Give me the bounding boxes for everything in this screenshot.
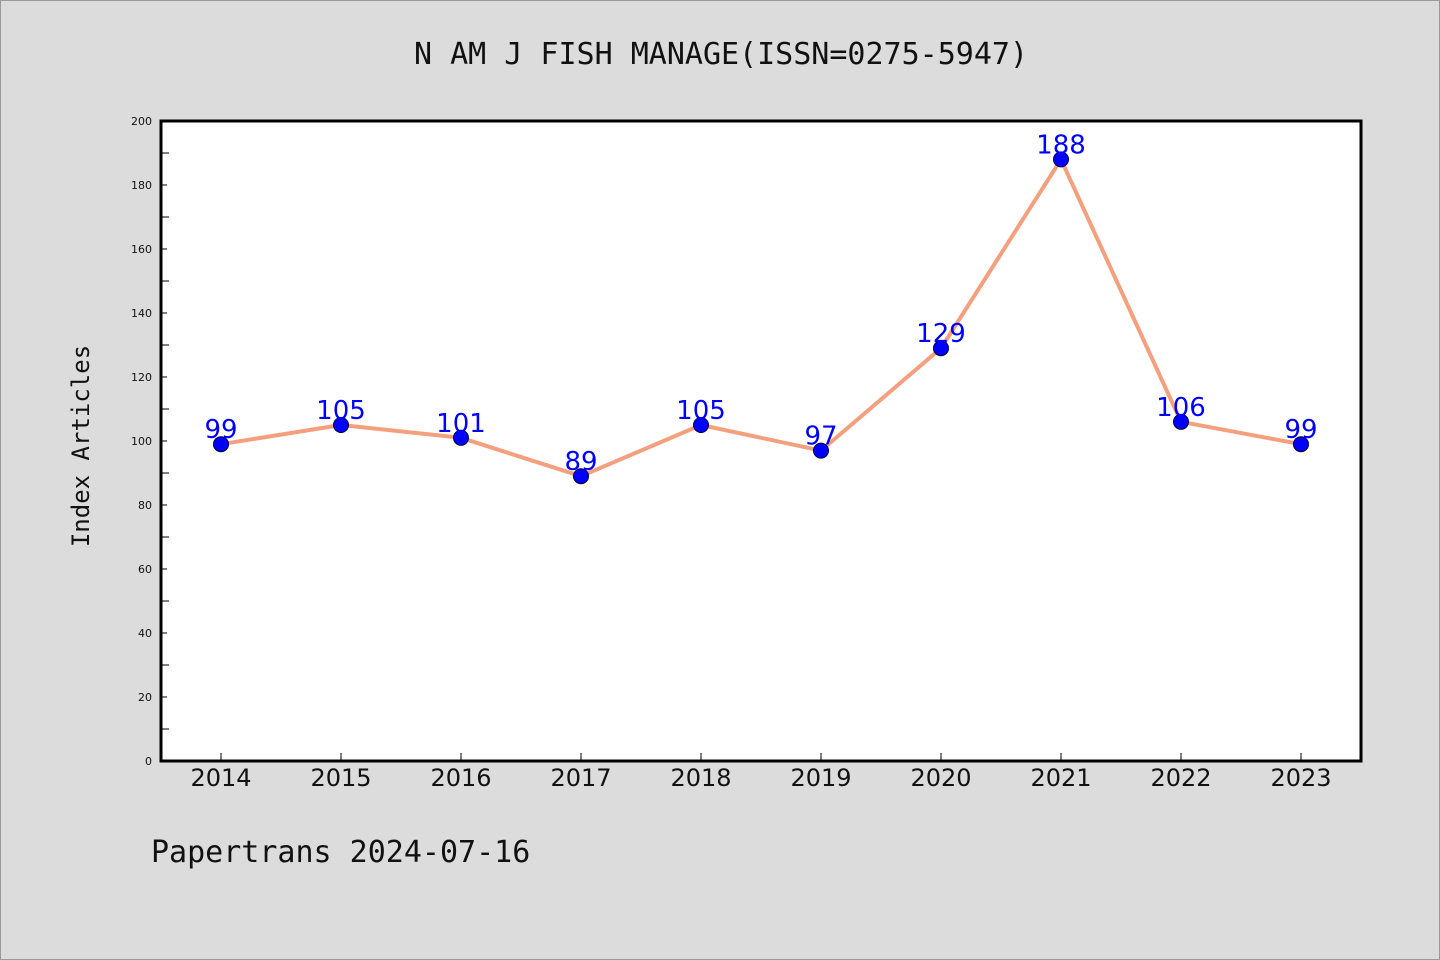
data-point bbox=[933, 340, 949, 357]
y-tick-label: 120 bbox=[131, 371, 152, 384]
data-point bbox=[333, 417, 349, 433]
y-tick-label: 180 bbox=[131, 179, 152, 192]
x-tick-label: 2014 bbox=[190, 764, 251, 792]
series-line bbox=[219, 157, 1303, 479]
data-point bbox=[693, 417, 709, 433]
x-tick-label: 2019 bbox=[790, 764, 851, 792]
data-point bbox=[1293, 436, 1309, 453]
data-point bbox=[813, 442, 829, 459]
data-label: 101 bbox=[436, 409, 486, 439]
y-tick-label: 160 bbox=[131, 243, 152, 256]
x-tick-label: 2022 bbox=[1150, 764, 1211, 792]
y-tick-label: 20 bbox=[138, 691, 152, 704]
plot-area bbox=[161, 121, 1361, 761]
data-label: 188 bbox=[1036, 130, 1086, 160]
y-tick-label: 60 bbox=[138, 563, 152, 576]
y-tick-label: 80 bbox=[138, 499, 152, 512]
series-line-group bbox=[219, 157, 1303, 479]
data-point bbox=[573, 468, 589, 485]
data-label: 89 bbox=[564, 447, 597, 477]
data-label: 105 bbox=[676, 396, 726, 426]
x-tick-label: 2018 bbox=[670, 764, 731, 792]
data-label: 97 bbox=[804, 422, 837, 452]
y-tick-label: 200 bbox=[131, 115, 152, 128]
y-tick-label: 40 bbox=[138, 627, 152, 640]
data-point bbox=[1173, 413, 1189, 430]
x-tick-label: 2023 bbox=[1270, 764, 1331, 792]
plot-frame bbox=[159, 119, 1363, 763]
y-tick-label: 140 bbox=[131, 307, 152, 320]
footer-note: Papertrans 2024-07-16 bbox=[151, 835, 531, 870]
data-point bbox=[213, 436, 229, 453]
x-tick-label: 2020 bbox=[910, 764, 971, 792]
data-label: 99 bbox=[204, 415, 237, 445]
data-labels: 99 105 101 89 105 97 129 188 106 99 bbox=[204, 130, 1317, 477]
data-label: 105 bbox=[316, 396, 366, 426]
x-tick-label: 2015 bbox=[310, 764, 371, 792]
data-point bbox=[1053, 151, 1069, 168]
chart-title: N AM J FISH MANAGE(ISSN=0275-5947) bbox=[413, 37, 1029, 72]
y-tick-label: 0 bbox=[145, 755, 152, 768]
x-tick-label: 2021 bbox=[1030, 764, 1091, 792]
x-tick-label: 2016 bbox=[430, 764, 491, 792]
data-label: 106 bbox=[1156, 393, 1206, 423]
y-axis-ticks: 0 20 40 60 80 100 120 140 160 180 200 bbox=[131, 115, 169, 768]
x-axis-ticks: 2014 2015 2016 2017 2018 2019 2020 2021 2022 2023 bbox=[190, 753, 1332, 792]
data-point bbox=[453, 429, 469, 446]
y-tick-label: 100 bbox=[131, 435, 152, 448]
x-tick-label: 2017 bbox=[550, 764, 611, 792]
data-markers bbox=[213, 151, 1309, 485]
data-label: 129 bbox=[916, 319, 966, 349]
data-label: 99 bbox=[1284, 415, 1317, 445]
